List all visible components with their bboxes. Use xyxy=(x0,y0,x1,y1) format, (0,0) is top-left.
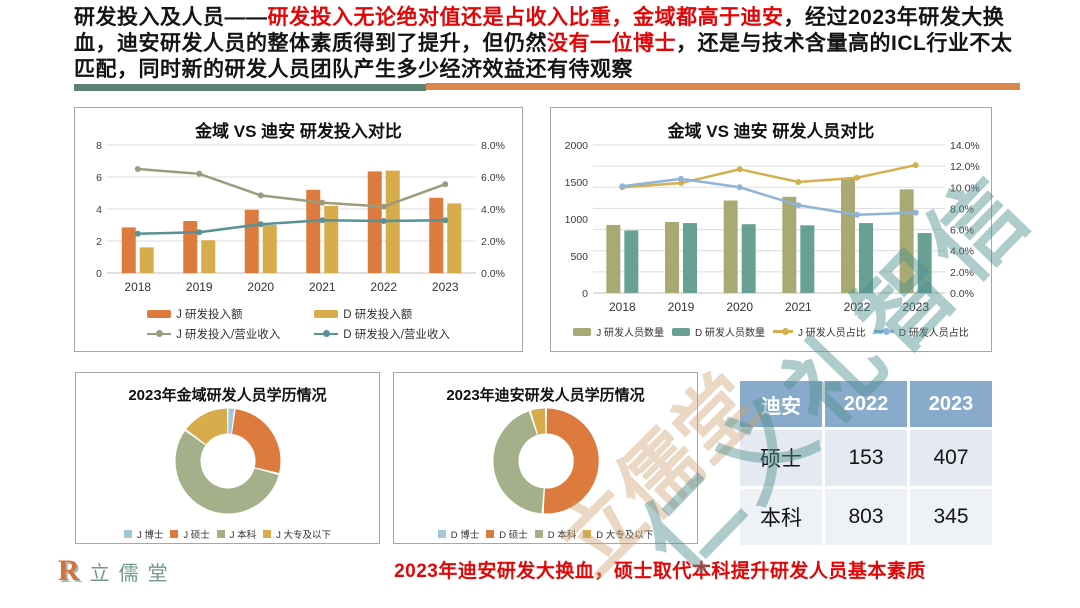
headline-segment: ，经过2023年研发大换血，迪安研发人员的整体素质得到了提升，但仍然 xyxy=(74,6,1005,56)
headline-segment: 研发投入及人员—— xyxy=(74,6,268,29)
legend-item: D 硕士 xyxy=(486,527,528,541)
svg-text:2023: 2023 xyxy=(432,280,459,294)
legend-item: J 硕士 xyxy=(170,527,210,541)
legend-item: J 研发人员数量 xyxy=(573,324,664,339)
svg-text:2.0%: 2.0% xyxy=(481,236,505,248)
footer-note: 2023年迪安研发大换血，硕士取代本科提升研发人员基本素质 xyxy=(394,561,926,582)
svg-text:4: 4 xyxy=(96,204,102,216)
svg-text:2022: 2022 xyxy=(844,300,871,314)
logo-mark: R xyxy=(58,554,80,587)
svg-text:4.0%: 4.0% xyxy=(950,246,974,258)
table-cell: 803 xyxy=(825,489,907,545)
table-header-cell: 2023 xyxy=(910,381,992,427)
svg-text:6.0%: 6.0% xyxy=(481,172,505,184)
svg-text:6.0%: 6.0% xyxy=(950,225,974,237)
svg-text:2: 2 xyxy=(96,236,102,248)
legend-item: D 博士 xyxy=(437,527,479,541)
svg-text:2019: 2019 xyxy=(668,300,695,314)
legend-item: D 研发人员数量 xyxy=(672,324,765,339)
legend-item: J 研发投入/营业收入 xyxy=(147,326,280,342)
svg-text:2000: 2000 xyxy=(565,140,589,152)
personnel-chart-panel: 金域 VS 迪安 研发人员对比 0 500 1000 1500 2000 0.0% 2.0%… xyxy=(550,107,992,352)
headline-segment: ，还是与技术含量高的ICL行业不太匹配，同时新的研发人员团队产生多少经济效益还有… xyxy=(74,32,1013,82)
svg-text:2018: 2018 xyxy=(124,280,151,294)
svg-text:10.0%: 10.0% xyxy=(950,182,980,194)
svg-text:2023: 2023 xyxy=(902,300,929,314)
investment-chart-legend: J 研发投入额 D 研发投入额 J 研发投入/营业收入 D 研发投入/营业收入 xyxy=(75,302,522,342)
svg-text:2.0%: 2.0% xyxy=(950,267,974,279)
table-cell: 407 xyxy=(910,430,992,486)
table-header-cell: 迪安 xyxy=(740,381,822,427)
svg-text:2019: 2019 xyxy=(186,280,213,294)
table-cell: 153 xyxy=(825,430,907,486)
table-row: 硕士 153 407 xyxy=(740,430,992,486)
svg-text:14.0%: 14.0% xyxy=(950,140,980,152)
svg-text:12.0%: 12.0% xyxy=(950,161,980,173)
svg-text:2021: 2021 xyxy=(785,300,812,314)
jinyu-education-legend: J 博士 J 硕士 J 本科 J 大专及以下 xyxy=(76,526,379,541)
svg-text:0: 0 xyxy=(96,268,102,280)
svg-text:2022: 2022 xyxy=(370,280,397,294)
svg-text:2021: 2021 xyxy=(309,280,336,294)
legend-item: J 研发人员占比 xyxy=(773,324,866,339)
investment-chart-title: 金域 VS 迪安 研发投入对比 xyxy=(195,122,402,141)
legend-item: J 博士 xyxy=(123,527,163,541)
legend-item: D 研发投入/营业收入 xyxy=(314,326,450,342)
svg-text:500: 500 xyxy=(570,251,588,263)
legend-item: J 大专及以下 xyxy=(263,527,331,541)
table-header-row: 迪安 2022 2023 xyxy=(740,381,992,427)
logo: R 立儒堂 xyxy=(58,556,177,586)
svg-text:2020: 2020 xyxy=(247,280,274,294)
headline: 研发投入及人员——研发投入无论绝对值还是占收入比重，金域都高于迪安，经过2023… xyxy=(74,5,1022,83)
headline-emphasis: 研发投入无论绝对值还是占收入比重，金域都高于迪安 xyxy=(267,6,784,29)
legend-item: J 研发投入额 xyxy=(147,306,280,322)
legend-item: D 研发人员占比 xyxy=(873,324,969,339)
svg-text:0.0%: 0.0% xyxy=(481,268,505,280)
svg-text:0.0%: 0.0% xyxy=(950,288,974,300)
jinyu-education-panel: 2023年金域研发人员学历情况 J 博士 J 硕士 J 本科 J 大专及以下 xyxy=(75,372,380,544)
dian-education-donut xyxy=(493,408,599,514)
dian-education-panel: 2023年迪安研发人员学历情况 D 博士 D 硕士 D 本科 D 大专及以下 xyxy=(393,372,698,544)
table-cell: 硕士 xyxy=(740,430,822,486)
table-cell: 本科 xyxy=(740,489,822,545)
svg-text:8.0%: 8.0% xyxy=(481,140,505,152)
table-header-cell: 2022 xyxy=(825,381,907,427)
logo-text: 立儒堂 xyxy=(89,562,177,585)
svg-text:8.0%: 8.0% xyxy=(950,203,974,215)
svg-text:8: 8 xyxy=(96,140,102,152)
jinyu-education-donut xyxy=(175,408,280,514)
legend-item: D 本科 xyxy=(534,527,576,541)
svg-text:2018: 2018 xyxy=(609,300,636,314)
personnel-chart-title: 金域 VS 迪安 研发人员对比 xyxy=(667,122,875,141)
table-row: 本科 803 345 xyxy=(740,489,992,545)
investment-chart-panel: 金域 VS 迪安 研发投入对比 0 2 4 6 8 0.0% 2.0% 4.0% 6.0% 8.0… xyxy=(74,107,523,352)
svg-text:6: 6 xyxy=(96,172,102,184)
svg-text:1500: 1500 xyxy=(565,177,589,189)
svg-text:4.0%: 4.0% xyxy=(481,204,505,216)
dian-education-title: 2023年迪安研发人员学历情况 xyxy=(446,387,645,404)
legend-item: J 本科 xyxy=(216,527,256,541)
dian-education-legend: D 博士 D 硕士 D 本科 D 大专及以下 xyxy=(394,526,697,541)
svg-text:0: 0 xyxy=(582,288,588,300)
personnel-chart-legend: J 研发人员数量 D 研发人员数量 J 研发人员占比 D 研发人员占比 xyxy=(551,322,991,339)
jinyu-education-title: 2023年金域研发人员学历情况 xyxy=(128,387,327,404)
svg-text:1000: 1000 xyxy=(565,214,589,226)
svg-text:2020: 2020 xyxy=(726,300,753,314)
legend-item: D 大专及以下 xyxy=(583,527,653,541)
personnel-combo-chart: 0 500 1000 1500 2000 0.0% 2.0% 4.0% 6.0% 8.0% 10.0… xyxy=(565,140,980,314)
underline-teal xyxy=(74,84,426,91)
table-cell: 345 xyxy=(910,489,992,545)
legend-item: D 研发投入额 xyxy=(314,306,450,322)
dian-education-table: 迪安 2022 2023 硕士 153 407 本科 803 345 xyxy=(737,378,995,548)
underline-orange xyxy=(426,83,1020,90)
investment-combo-chart: 0 2 4 6 8 0.0% 2.0% 4.0% 6.0% 8.0% 2018 2019 2020 202… xyxy=(96,140,505,294)
headline-emphasis: 没有一位博士 xyxy=(547,32,676,56)
